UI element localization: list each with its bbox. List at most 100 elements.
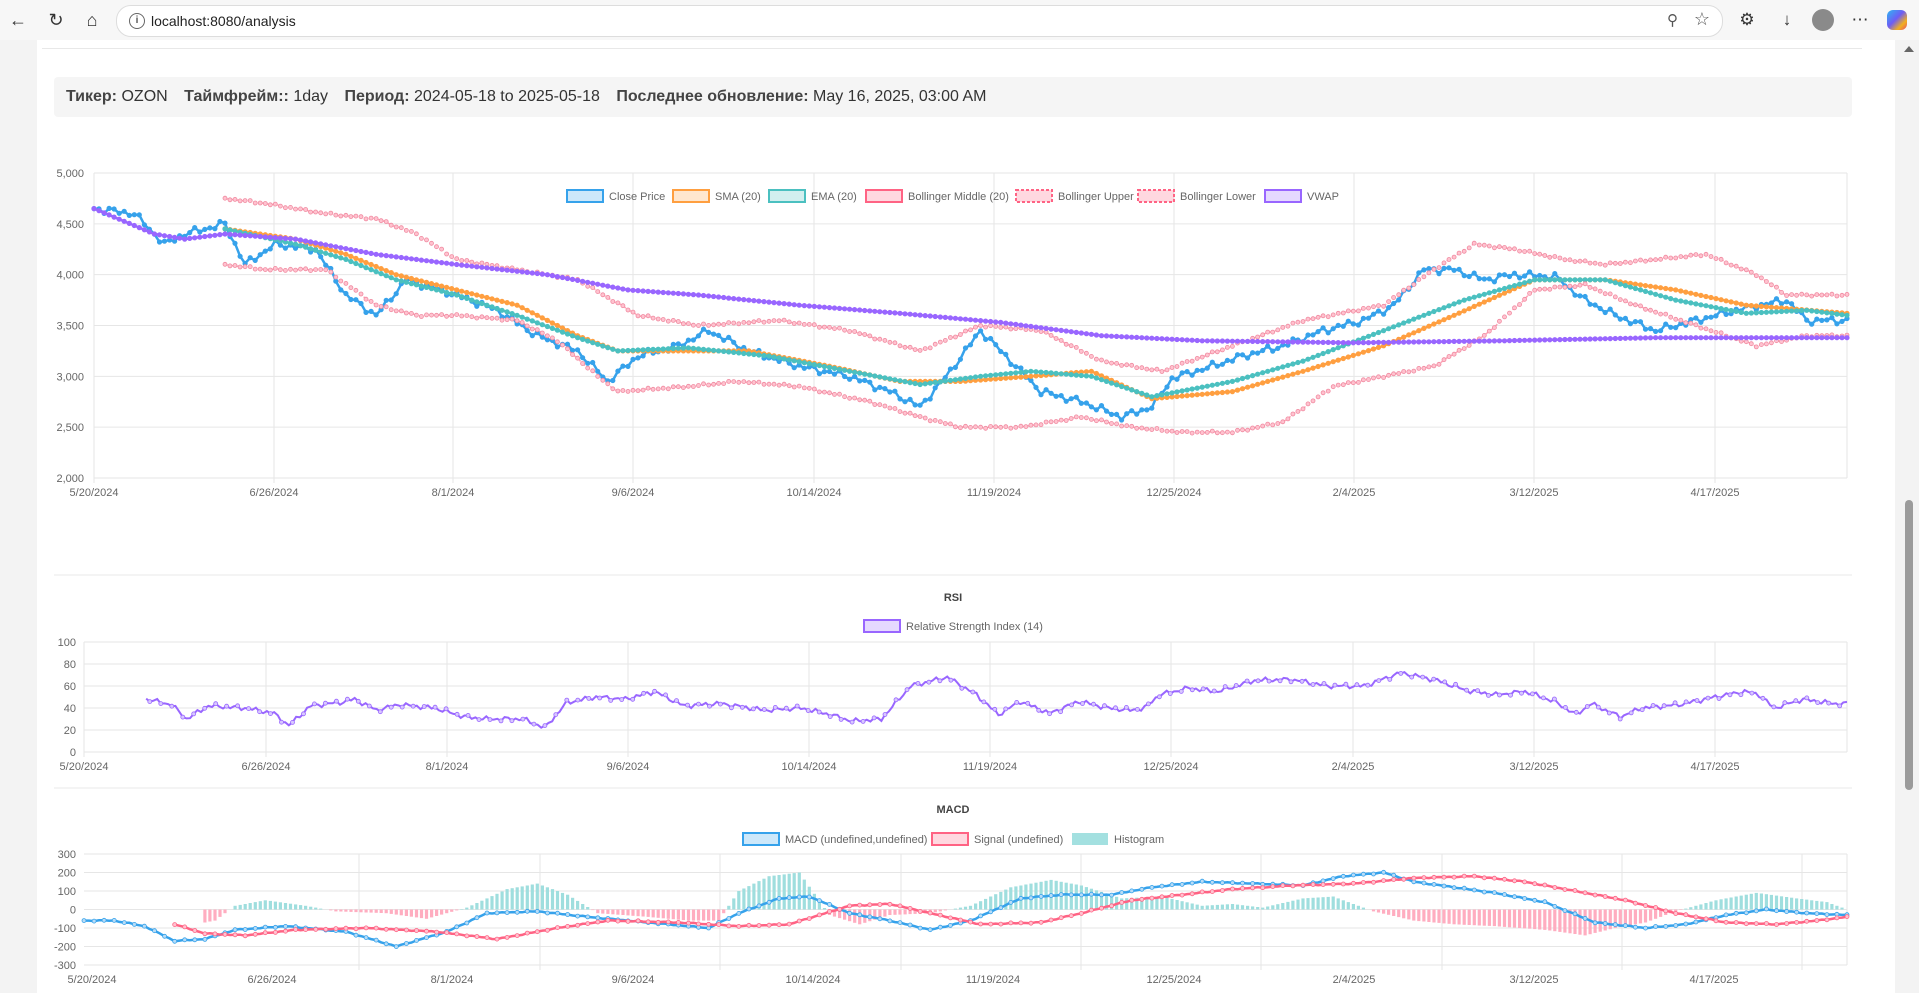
data-point (1519, 690, 1524, 696)
data-point (917, 414, 923, 419)
data-point (1592, 892, 1598, 898)
data-point (761, 381, 767, 387)
data-point (1633, 258, 1638, 264)
data-point (1753, 310, 1759, 316)
more-menu-icon[interactable]: ⋯ (1851, 10, 1869, 29)
data-point (292, 236, 299, 242)
data-point (1627, 335, 1634, 341)
data-point (494, 266, 500, 272)
home-icon[interactable]: ⌂ (86, 9, 98, 30)
histogram-bar (1331, 896, 1335, 910)
scroll-thumb[interactable] (1905, 500, 1913, 790)
data-point (756, 298, 762, 304)
data-point (1552, 271, 1558, 277)
data-point (1089, 891, 1094, 897)
data-point (368, 298, 374, 304)
data-point (988, 909, 994, 915)
favorite-star-icon[interactable]: ☆ (1693, 9, 1710, 29)
data-point (897, 343, 903, 349)
data-point (1280, 324, 1286, 330)
data-point (1230, 886, 1235, 892)
data-point (1426, 310, 1432, 316)
data-point (887, 376, 893, 382)
data-point (1063, 371, 1069, 377)
page-scrollbar[interactable] (1900, 40, 1919, 993)
data-point (1658, 256, 1663, 262)
data-point (625, 347, 631, 354)
data-point (1436, 338, 1442, 345)
site-info-icon[interactable]: i (129, 13, 145, 29)
data-point (912, 380, 918, 387)
data-point (1018, 895, 1024, 901)
data-point (1668, 255, 1674, 261)
data-point (1386, 326, 1392, 332)
data-point (1471, 303, 1477, 309)
data-point (1718, 335, 1724, 341)
scroll-up-icon[interactable] (1904, 46, 1914, 52)
histogram-bar (1704, 903, 1708, 910)
data-point (1224, 357, 1231, 363)
profile-avatar[interactable] (1809, 6, 1837, 34)
data-point (438, 288, 445, 294)
back-icon[interactable]: ← (9, 9, 27, 30)
macd-legend-item-swatch (931, 832, 969, 846)
data-point (293, 927, 299, 932)
downloads-icon[interactable]: ↓ (1782, 10, 1792, 29)
address-bar[interactable]: i localhost:8080/analysis ⚲ ☆ (116, 5, 1723, 37)
data-point (806, 894, 812, 900)
data-point (1068, 343, 1074, 349)
data-point (1764, 906, 1769, 912)
data-point (1033, 384, 1039, 390)
data-point (1466, 295, 1472, 302)
data-point (1426, 266, 1432, 272)
data-point (222, 220, 228, 226)
macd-xtick: 8/1/2024 (431, 974, 474, 986)
data-point (1088, 373, 1095, 379)
data-point (1799, 291, 1805, 297)
data-point (272, 930, 278, 935)
data-point (1058, 892, 1064, 897)
data-point (1048, 390, 1054, 396)
data-point (565, 924, 570, 929)
data-point (1025, 700, 1031, 706)
data-point (867, 372, 873, 378)
data-point (1749, 690, 1755, 696)
refresh-icon[interactable]: ↻ (48, 9, 64, 30)
data-point (620, 303, 626, 309)
data-point (1149, 885, 1155, 890)
data-point (1799, 335, 1805, 341)
histogram-bar (1749, 893, 1753, 910)
data-point (1602, 894, 1608, 899)
data-point (242, 927, 248, 932)
data-point (217, 218, 223, 225)
data-point (1592, 286, 1598, 292)
data-point (842, 394, 847, 400)
data-point (1713, 329, 1719, 335)
data-point (1391, 877, 1397, 882)
copilot-icon[interactable] (1883, 6, 1911, 34)
data-point (1416, 314, 1422, 320)
data-point (1406, 339, 1412, 345)
data-point (806, 321, 812, 327)
zoom-icon[interactable]: ⚲ (1667, 12, 1678, 29)
data-point (867, 398, 873, 404)
data-point (147, 699, 153, 704)
data-point (1426, 364, 1432, 370)
data-point (1819, 292, 1825, 298)
extensions-icon[interactable]: ⚙ (1739, 10, 1755, 29)
data-point (1723, 311, 1729, 317)
data-point (111, 206, 117, 212)
data-point (887, 389, 893, 395)
data-point (520, 716, 526, 722)
data-point (524, 316, 530, 322)
data-point (998, 324, 1004, 330)
data-point (963, 423, 968, 429)
data-point (1834, 335, 1840, 341)
histogram-bar (1225, 904, 1229, 910)
data-point (1508, 692, 1513, 698)
data-point (706, 322, 711, 328)
data-point (1577, 277, 1583, 283)
data-point (121, 208, 127, 214)
data-point (1189, 392, 1195, 398)
data-point (1577, 258, 1583, 264)
